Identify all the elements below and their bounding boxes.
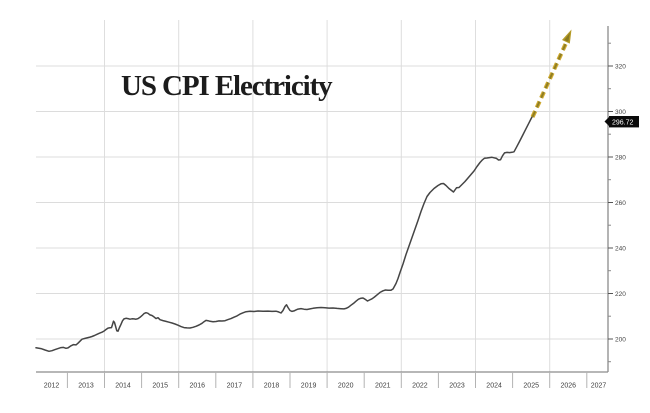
svg-text:260: 260 (615, 200, 626, 207)
svg-text:2023: 2023 (449, 383, 465, 390)
svg-text:220: 220 (615, 291, 626, 298)
svg-text:2013: 2013 (78, 383, 94, 390)
svg-text:300: 300 (615, 109, 626, 116)
svg-text:2012: 2012 (44, 383, 60, 390)
svg-text:2020: 2020 (338, 383, 354, 390)
svg-text:2014: 2014 (115, 383, 131, 390)
svg-text:2022: 2022 (412, 383, 428, 390)
svg-text:280: 280 (615, 155, 626, 162)
svg-text:320: 320 (615, 64, 626, 71)
svg-text:2015: 2015 (152, 383, 168, 390)
svg-text:240: 240 (615, 246, 626, 253)
svg-text:296.72: 296.72 (612, 119, 634, 126)
svg-text:2019: 2019 (301, 383, 317, 390)
svg-text:2026: 2026 (561, 383, 577, 390)
svg-text:2016: 2016 (190, 383, 206, 390)
svg-text:2021: 2021 (375, 383, 391, 390)
svg-text:2024: 2024 (486, 383, 502, 390)
svg-text:2018: 2018 (264, 383, 280, 390)
svg-text:2025: 2025 (523, 383, 539, 390)
svg-text:200: 200 (615, 337, 626, 344)
svg-text:2017: 2017 (227, 383, 243, 390)
svg-text:2027: 2027 (591, 383, 607, 390)
